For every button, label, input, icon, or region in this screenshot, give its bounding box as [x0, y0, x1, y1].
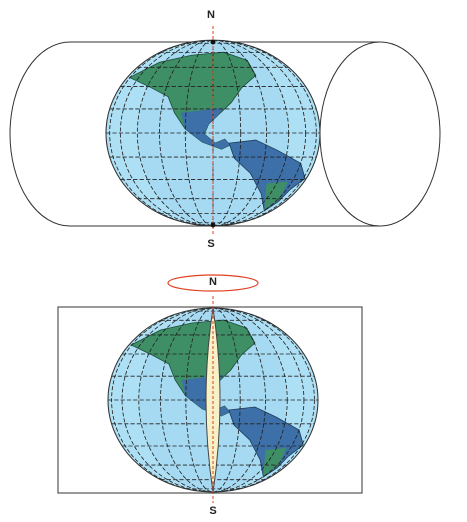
pole: [210, 222, 216, 228]
north-label: N: [207, 9, 215, 21]
south-label: S: [207, 238, 214, 250]
north-label: N: [209, 276, 217, 288]
rotation-loop: [167, 274, 259, 292]
cylinder: [9, 41, 441, 227]
south-label: S: [209, 505, 216, 517]
plane: [57, 306, 363, 494]
pole: [210, 39, 216, 45]
